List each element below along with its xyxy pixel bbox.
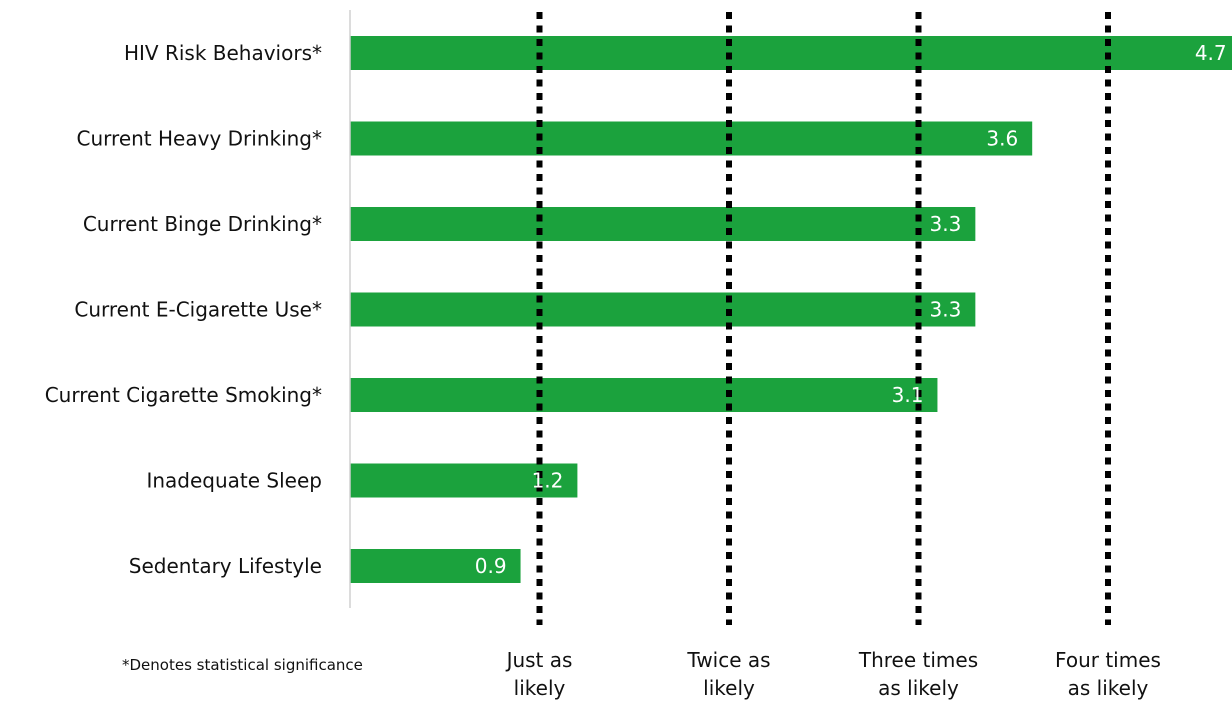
category-label: Sedentary Lifestyle (129, 554, 322, 578)
category-label: Current Cigarette Smoking* (45, 383, 322, 407)
reference-label: as likely (1068, 676, 1149, 700)
bar (350, 549, 521, 583)
data-label: 1.2 (532, 469, 564, 493)
category-label: Current E-Cigarette Use* (74, 298, 322, 322)
data-labels-layer: 4.7 3.6 3.3 3.3 3.1 1.2 0.9 (475, 41, 1227, 578)
category-label: Current Binge Drinking* (83, 212, 322, 236)
reference-label: Just as (505, 648, 573, 672)
data-label: 3.3 (930, 212, 962, 236)
category-label: Current Heavy Drinking* (77, 127, 322, 151)
data-label: 3.3 (930, 298, 962, 322)
reference-label: Four times (1055, 648, 1161, 672)
reference-label: Three times (858, 648, 978, 672)
reference-label: likely (703, 676, 755, 700)
reference-labels-layer: Just as likely Twice as likely Three times as… (505, 648, 1161, 700)
bar (350, 378, 938, 412)
data-label: 3.1 (892, 383, 924, 407)
reference-label: Twice as (686, 648, 770, 672)
category-label: HIV Risk Behaviors* (124, 41, 322, 65)
bars-layer (350, 36, 1232, 583)
category-labels-layer: HIV Risk Behaviors* Current Heavy Drinkin… (45, 41, 322, 578)
category-label: Inadequate Sleep (146, 469, 322, 493)
data-label: 3.6 (986, 127, 1018, 151)
bar (350, 463, 578, 498)
data-label: 0.9 (475, 554, 507, 578)
bar (350, 121, 1033, 156)
reference-label: as likely (878, 676, 959, 700)
data-label: 4.7 (1195, 41, 1227, 65)
significance-footnote: *Denotes statistical significance (122, 656, 363, 674)
bar (350, 207, 976, 241)
bar (350, 36, 1232, 70)
reference-label: likely (514, 676, 566, 700)
bar (350, 292, 976, 327)
